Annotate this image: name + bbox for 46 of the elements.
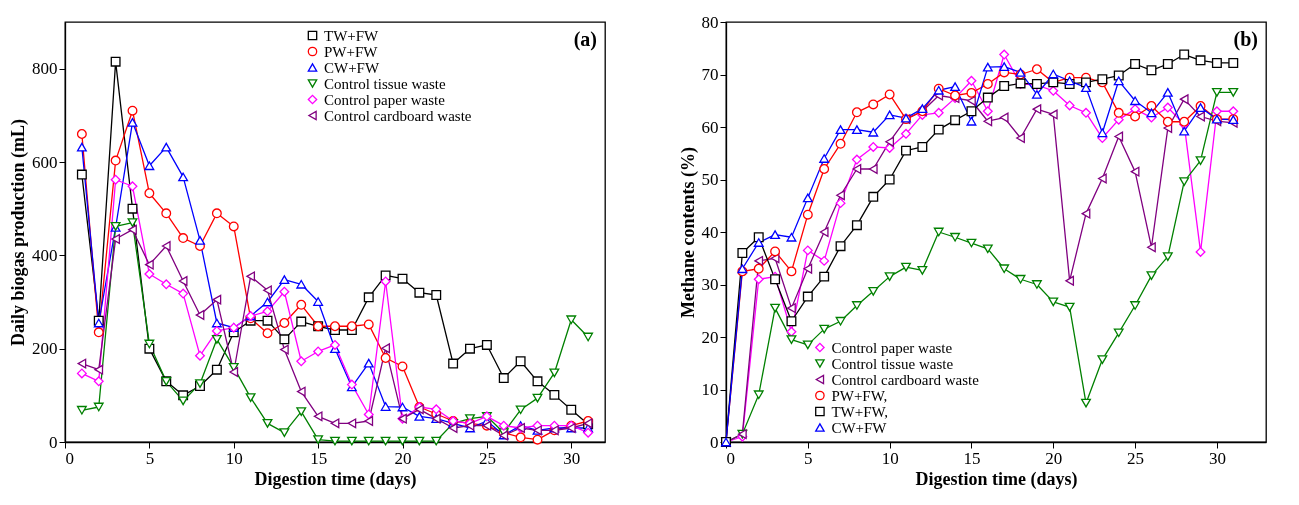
y-tick-label: 400 (32, 245, 58, 265)
y-axis-title: Methane contents (%) (677, 147, 699, 318)
legend-label: CW+FW (831, 419, 888, 436)
y-tick-label: 600 (32, 152, 58, 172)
x-tick-label: 20 (1045, 448, 1063, 468)
x-tick-label: 25 (478, 448, 496, 468)
y-tick-label: 20 (701, 327, 719, 347)
legend-label: Control cardboard waste (324, 107, 472, 124)
x-axis-title: Digestion time (days) (915, 468, 1078, 490)
legend-label: TW+FW (324, 27, 380, 44)
y-tick-label: 0 (49, 432, 58, 452)
x-tick-label: 0 (726, 448, 735, 468)
y-tick-label: 70 (701, 65, 719, 84)
x-tick-label: 10 (881, 448, 899, 468)
x-tick-label: 5 (145, 448, 155, 468)
legend-label: CW+FW (324, 59, 380, 76)
y-tick-label: 0 (710, 432, 719, 452)
legend-label: Control tissue waste (324, 75, 446, 92)
legend-label: PW+FW (324, 43, 379, 60)
x-tick-label: 15 (310, 448, 328, 468)
x-tick-label: 10 (225, 448, 243, 468)
y-tick-label: 10 (701, 380, 719, 399)
x-tick-label: 20 (394, 448, 412, 468)
x-tick-label: 5 (804, 448, 813, 468)
y-tick-label: 80 (701, 12, 719, 32)
legend-label: Control paper waste (324, 91, 446, 108)
legend-label: Control cardboard waste (831, 371, 980, 388)
annotation: (a) (573, 28, 597, 51)
y-tick-label: 50 (701, 170, 719, 189)
x-tick-label: 15 (963, 448, 981, 468)
x-tick-label: 25 (1127, 448, 1145, 468)
x-tick-label: 30 (1208, 448, 1226, 468)
legend-label: PW+FW, (831, 387, 888, 404)
legend-label: TW+FW, (831, 403, 889, 420)
legend-label: Control tissue waste (831, 355, 954, 372)
y-tick-label: 60 (701, 117, 719, 137)
legend-label: Control paper waste (831, 339, 953, 356)
x-tick-label: 0 (65, 448, 74, 468)
y-tick-label: 30 (701, 275, 719, 294)
x-tick-label: 30 (563, 448, 581, 468)
x-axis-title: Digestion time (days) (254, 468, 417, 490)
annotation: (b) (1233, 28, 1258, 51)
y-axis-title: Daily biogas production (mL) (8, 118, 29, 347)
y-tick-label: 200 (32, 339, 58, 359)
y-tick-label: 40 (701, 222, 719, 242)
y-tick-label: 800 (32, 59, 58, 79)
